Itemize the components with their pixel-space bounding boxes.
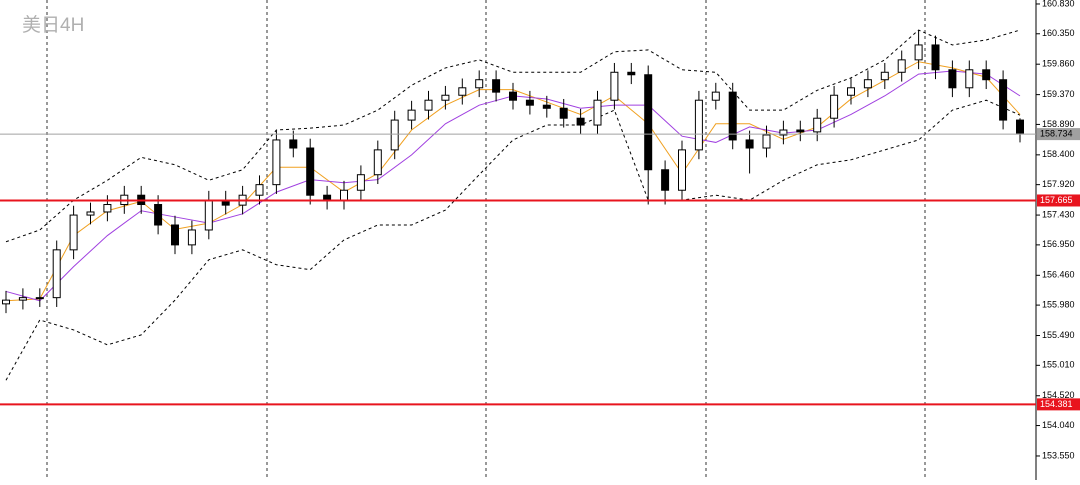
y-tick-label: 158.890 [1042,119,1075,129]
candle-body [999,79,1008,121]
candle-body [35,297,44,300]
candle-body [255,184,264,196]
candle-body [762,134,771,149]
candle-body [525,99,534,106]
candle-body [2,299,10,305]
indicator-line [5,29,1021,243]
candle-body [931,44,940,71]
period-separators [46,0,926,480]
candle-body [187,229,196,246]
candle-body [154,204,163,226]
candle-body [796,129,805,133]
candle-body [593,99,602,126]
candle-body [678,149,686,191]
candle-body [424,99,433,111]
candle-body [897,59,906,73]
candle-body [542,104,551,109]
candle-body [272,139,281,186]
candle-body [694,99,703,151]
y-tick-label: 160.830 [1042,0,1075,8]
price-level-tag [1037,194,1080,207]
candle-body [644,74,653,171]
y-tick-label: 157.430 [1042,209,1075,219]
y-tick-label: 156.460 [1042,270,1075,280]
y-tick-label: 154.040 [1042,420,1075,430]
candle-body [863,79,872,89]
candle-body [323,194,332,201]
candle-body [171,224,179,246]
candle-body [475,79,484,89]
candle-body [610,71,619,101]
indicator-line [5,99,1021,381]
candle-body [18,297,27,301]
y-tick-label: 160.350 [1042,28,1075,38]
candle-body [847,87,855,96]
candle-body [373,149,382,176]
candle-body [52,249,61,299]
y-tick-label: 158.400 [1042,149,1075,159]
candle-body [289,139,298,149]
candle-body [813,117,822,133]
candle-body [627,71,636,76]
candle-body [509,91,517,101]
candle-body [390,119,399,151]
candle-body [830,94,839,119]
candle-body [69,214,78,251]
candle-body [948,69,957,89]
candle-body [914,44,923,61]
candle-body [576,117,585,126]
candle-body [458,87,467,96]
candle-body [745,139,754,149]
y-tick-label: 155.490 [1042,330,1075,340]
y-tick-label: 159.860 [1042,59,1075,69]
price-level-label: 154.381 [1040,399,1073,409]
candle-body [86,211,95,216]
price-level-label: 158.734 [1040,128,1073,138]
candle-body [982,69,991,81]
candle-body [204,199,213,231]
y-tick-label: 153.550 [1042,450,1075,460]
candle-body [965,69,974,89]
y-tick-label: 156.950 [1042,239,1075,249]
price-level-tag [1037,398,1080,411]
candle-body [779,129,788,136]
y-tick-label: 154.520 [1042,390,1075,400]
y-tick-label: 155.980 [1042,299,1075,309]
candle-body [711,91,720,101]
candle-body [356,174,365,191]
candle-body [1016,119,1024,134]
y-tick-label: 157.920 [1042,179,1075,189]
candle-body [441,94,450,101]
candle-body [559,107,568,119]
chart-title: 美日4H [22,14,84,36]
y-tick-label: 155.010 [1042,360,1075,370]
candle-body [103,204,112,213]
price-level-label: 157.665 [1040,195,1073,205]
candle-body [306,147,315,196]
candle-body [492,79,501,93]
candle-body [728,91,737,141]
candle-body [407,109,416,121]
candle-body [340,189,348,201]
candle-body [880,71,889,81]
candle-body [661,169,670,191]
price-level-tag [1037,128,1080,141]
y-tick-label: 159.370 [1042,89,1075,99]
